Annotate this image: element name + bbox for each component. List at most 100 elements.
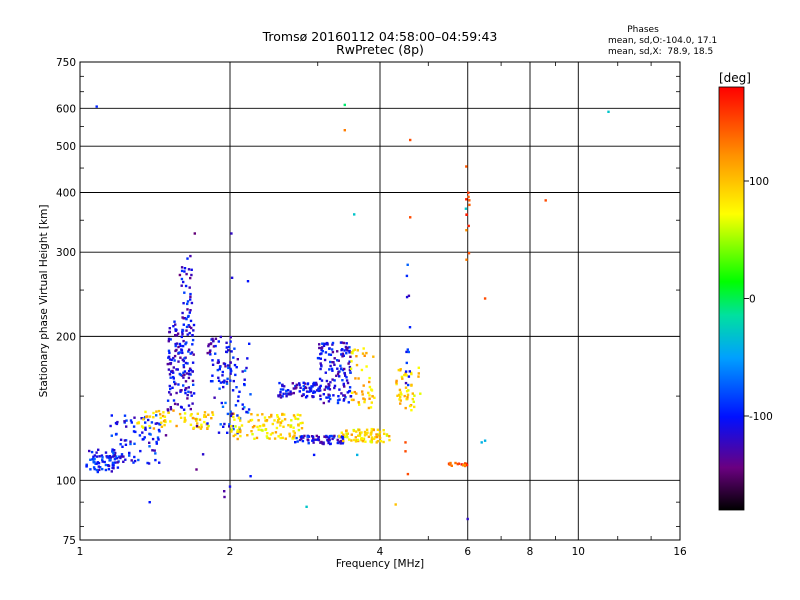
data-point (361, 390, 364, 393)
data-point (285, 389, 288, 393)
data-point (350, 439, 353, 442)
data-point (173, 354, 177, 358)
data-point (354, 436, 357, 439)
data-point (406, 393, 410, 396)
data-point (318, 343, 321, 346)
data-point (188, 325, 191, 328)
data-point (111, 450, 114, 453)
data-point (331, 350, 335, 354)
data-point (397, 368, 400, 372)
data-point (192, 392, 196, 395)
data-point (182, 365, 186, 369)
data-point (355, 363, 359, 367)
data-point (104, 451, 108, 454)
data-point (480, 441, 483, 444)
data-point (183, 270, 186, 273)
data-point (179, 373, 182, 377)
data-point (174, 344, 177, 348)
data-point (185, 372, 189, 375)
data-point (181, 344, 185, 348)
data-point (237, 395, 240, 398)
data-point (180, 406, 183, 409)
data-point (174, 382, 177, 385)
data-point (150, 421, 154, 424)
data-point (346, 391, 349, 394)
data-point (195, 424, 199, 428)
data-point (230, 424, 233, 428)
data-point (229, 410, 232, 413)
data-point (319, 389, 322, 392)
x-tick-label: 16 (673, 546, 687, 558)
data-point (325, 436, 328, 439)
data-point (114, 451, 117, 455)
data-point (110, 414, 113, 417)
data-point (245, 410, 248, 414)
data-point (348, 386, 352, 389)
data-point (124, 443, 128, 446)
data-point (265, 419, 269, 422)
x-tick-label: 10 (572, 546, 585, 558)
data-point (368, 376, 371, 380)
data-point (327, 396, 330, 399)
data-point (329, 381, 332, 384)
data-point (216, 361, 219, 364)
data-point (182, 359, 185, 363)
data-point (236, 429, 239, 432)
data-point (116, 420, 119, 424)
data-point (284, 437, 287, 440)
data-point (285, 392, 288, 395)
data-point (363, 434, 367, 437)
data-point (311, 435, 315, 438)
x-axis-ticks: 1 2 4 6 8 10 16 (77, 62, 687, 558)
data-point (327, 385, 330, 389)
data-point (464, 462, 467, 465)
data-point (345, 342, 348, 345)
data-point (299, 386, 302, 389)
data-point (257, 428, 260, 431)
data-point (143, 436, 146, 439)
data-point (358, 428, 361, 431)
data-point (302, 388, 305, 392)
data-point (369, 433, 373, 436)
data-point (407, 375, 411, 378)
data-point (406, 397, 409, 401)
data-point (191, 338, 195, 342)
data-point (191, 379, 195, 383)
data-point (250, 418, 254, 422)
data-point (336, 359, 339, 362)
data-point (182, 376, 185, 379)
data-point (303, 434, 306, 438)
data-point (312, 437, 315, 440)
data-point (368, 385, 372, 389)
data-point (178, 412, 182, 416)
data-point (322, 344, 326, 347)
data-point (360, 436, 363, 440)
data-point (169, 420, 172, 423)
data-point (350, 360, 353, 363)
data-point (225, 382, 229, 385)
data-point (192, 383, 195, 386)
data-point (176, 403, 179, 406)
data-point (187, 390, 190, 393)
data-point (173, 320, 176, 323)
data-point (404, 372, 407, 375)
data-point (168, 384, 171, 388)
data-point (223, 422, 226, 426)
data-point (364, 432, 367, 435)
data-point (338, 434, 341, 438)
data-point (180, 277, 184, 281)
data-point (373, 396, 376, 399)
data-point (289, 425, 292, 429)
data-point (375, 441, 378, 444)
data-point (182, 384, 185, 387)
x-axis-label: Frequency [MHz] (336, 558, 424, 570)
data-point (197, 425, 200, 429)
data-point (342, 354, 345, 357)
data-point (173, 359, 176, 362)
data-point (319, 384, 322, 388)
data-point (236, 399, 240, 403)
data-point (188, 311, 191, 314)
data-point (362, 397, 365, 400)
data-point (333, 386, 336, 390)
data-point (407, 350, 410, 354)
